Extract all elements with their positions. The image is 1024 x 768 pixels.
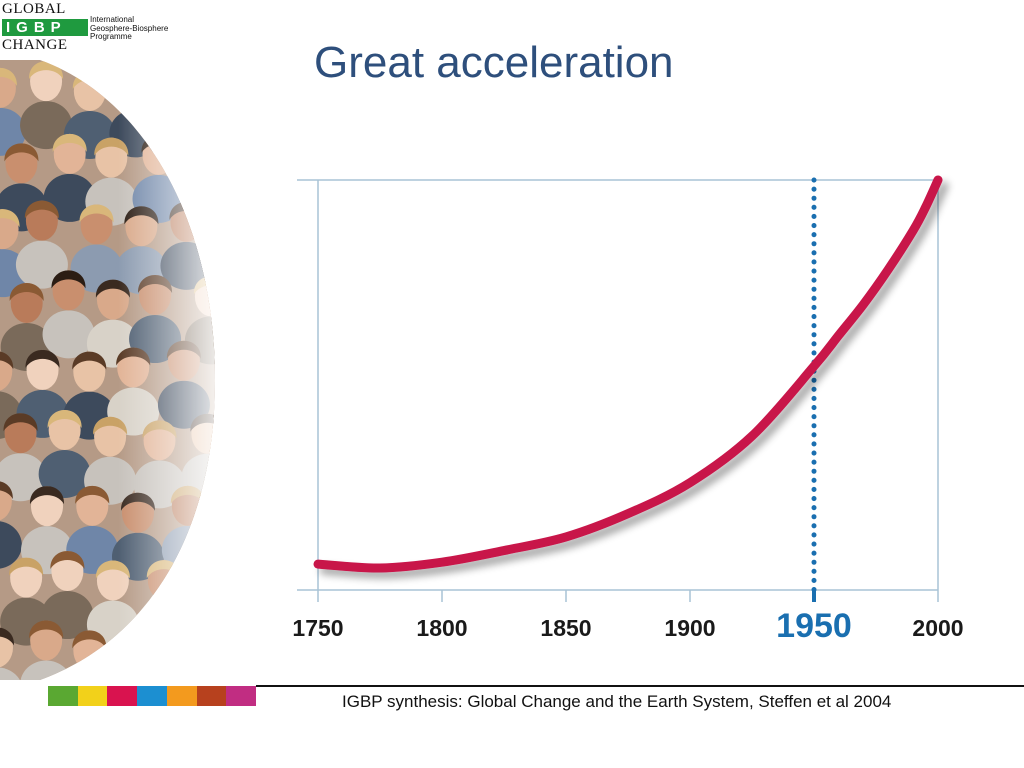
color-strip-segment [107,686,138,706]
crowd-face [194,559,215,600]
logo-change-text: CHANGE [2,37,68,53]
citation-text: IGBP synthesis: Global Change and the Ea… [342,692,892,711]
logo-org-line: International [90,15,135,24]
crowd-photo-art [0,60,215,680]
color-strip-segment [48,686,78,706]
crowd-hair [119,631,154,650]
crowd-hair [170,627,205,646]
crowd-face [193,136,215,177]
crowd-face [120,631,153,672]
crowd-hair [118,69,153,88]
crowd-body [137,600,190,649]
acceleration-curve [313,175,943,573]
igbp-logo: GLOBAL IGBP CHANGE International Geosphe… [2,2,172,54]
crowd-hair [192,136,215,155]
logo-igbp-badge: IGBP [2,19,88,36]
crowd-body [110,671,163,680]
x-tick-label: 1900 [664,615,715,641]
crowd-hair [193,559,215,578]
crowd-face [119,69,152,110]
color-strip-segment [196,686,227,706]
crowd-body [161,667,214,680]
color-strip-segment [77,686,108,706]
crowd-hair [163,60,198,79]
color-strip-segment [166,686,197,706]
x-tick-label-highlight: 1950 [776,607,852,645]
crowd-body [63,670,116,680]
crowd-body [183,176,215,225]
slide-title: Great acceleration [314,38,674,87]
logo-global-text: GLOBAL [2,1,66,17]
x-tick-label: 1850 [540,615,591,641]
crowd-photo [0,60,215,680]
x-tick-label: 1750 [292,615,343,641]
footer-rule [256,685,1024,687]
x-tick-label: 2000 [912,615,963,641]
acceleration-chart: 1750 1800 1850 1900 1950 2000 [292,175,964,645]
crowd-face [171,627,204,668]
color-strip [48,686,257,706]
color-strip-segment [226,686,257,706]
logo-org-line: Programme [90,32,132,41]
crowd-body [154,100,207,149]
crowd-face [164,60,197,101]
crowd-body [184,599,215,648]
logo-org-line: Geosphere-Biosphere [90,23,169,33]
x-tick-label: 1800 [416,615,467,641]
logo-org-name: International Geosphere-Biosphere Progra… [90,15,180,42]
color-strip-segment [137,686,167,706]
